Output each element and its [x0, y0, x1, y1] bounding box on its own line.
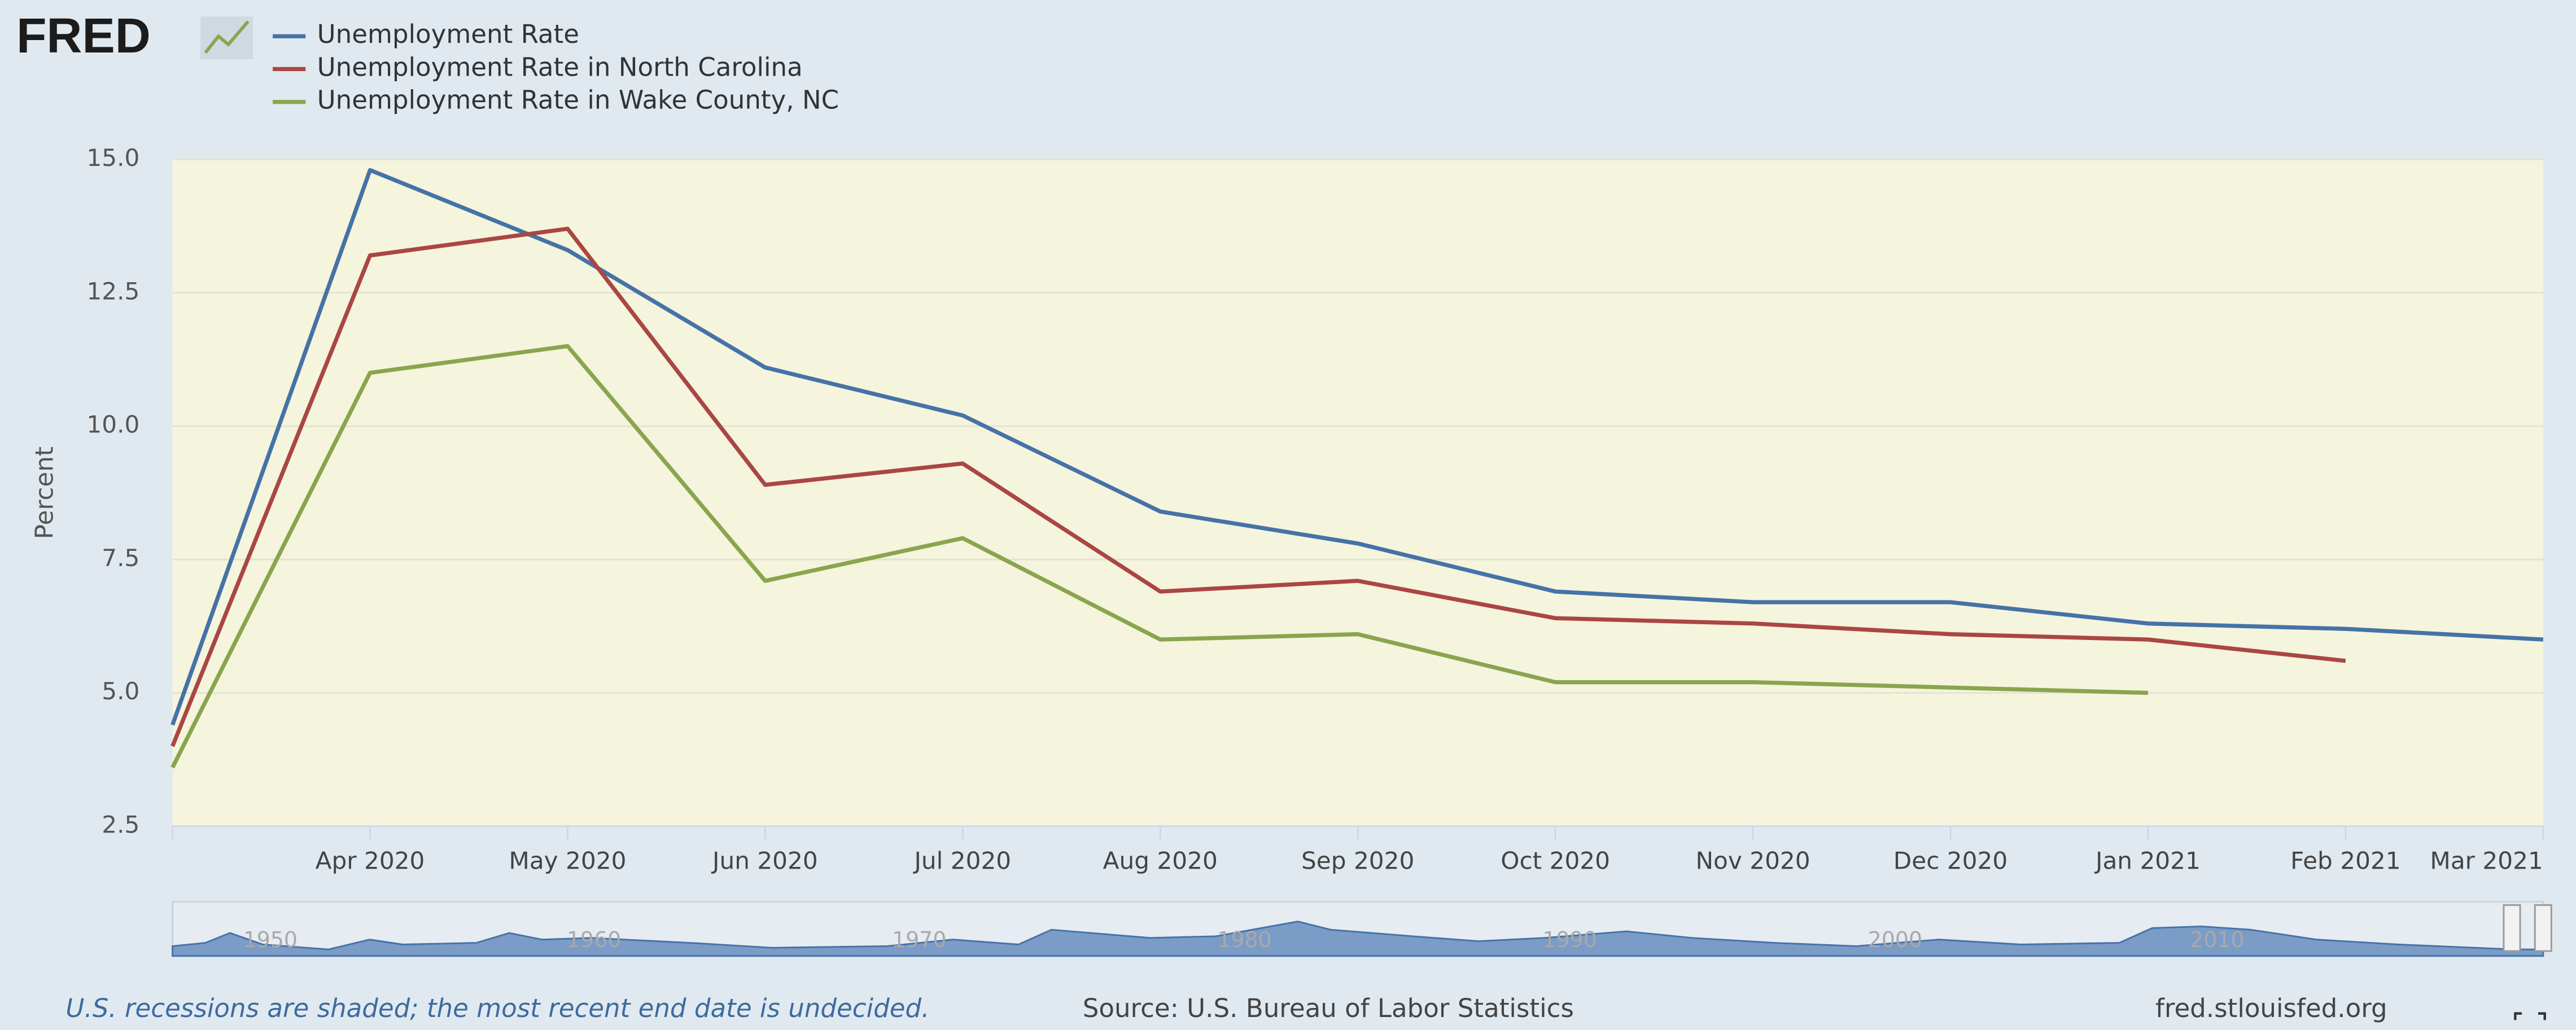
logo: FRED: [16, 8, 151, 63]
y-tick-label: 15.0: [86, 144, 139, 172]
x-tick-label: Dec 2020: [1893, 847, 2008, 874]
legend-label: Unemployment Rate in Wake County, NC: [317, 85, 839, 115]
navigator-label: 1960: [567, 927, 621, 952]
series-line: [170, 226, 2346, 747]
plot-area: [172, 159, 2543, 826]
y-tick-label: 7.5: [102, 544, 139, 572]
navigator-label: 1980: [1217, 927, 1271, 952]
x-tick-label: May 2020: [509, 847, 626, 874]
x-tick-label: Jun 2020: [711, 847, 818, 874]
y-tick-label: 2.5: [102, 810, 139, 838]
navigator-label: 2010: [2190, 927, 2244, 952]
legend-label: Unemployment Rate in North Carolina: [317, 52, 803, 82]
footer-note: U.S. recessions are shaded; the most rec…: [65, 993, 929, 1023]
x-tick-label: Sep 2020: [1301, 847, 1414, 874]
logo-icon-line: [204, 20, 250, 54]
x-tick-label: Oct 2020: [1501, 847, 1610, 874]
footer-site[interactable]: fred.stlouisfed.org: [2155, 993, 2387, 1023]
series-line: [170, 344, 2149, 769]
fullscreen-icon[interactable]: [2514, 1012, 2546, 1020]
navigator-label: 2000: [1868, 927, 1922, 952]
x-tick-label: Feb 2021: [2290, 847, 2400, 874]
x-tick-label: Jan 2021: [2094, 847, 2201, 874]
navigator-handle[interactable]: [2503, 904, 2521, 952]
x-tick-label: Aug 2020: [1103, 847, 1218, 874]
navigator-handle[interactable]: [2534, 904, 2552, 952]
x-tick-label: Apr 2020: [316, 847, 425, 874]
x-tick-label: Nov 2020: [1695, 847, 1810, 874]
y-tick-label: 5.0: [102, 677, 139, 705]
navigator-label: 1950: [243, 927, 298, 952]
y-axis-label: Percent: [30, 446, 59, 539]
footer-source: Source: U.S. Bureau of Labor Statistics: [1083, 993, 1574, 1023]
navigator-label: 1970: [892, 927, 946, 952]
legend-label: Unemployment Rate: [317, 19, 579, 49]
series-line: [170, 168, 2543, 726]
y-tick-label: 10.0: [86, 411, 139, 439]
x-tick-label: Mar 2021: [2430, 847, 2543, 874]
navigator-series: [172, 921, 2544, 957]
y-tick-label: 12.5: [86, 277, 139, 305]
navigator-label: 1990: [1543, 927, 1597, 952]
x-tick-label: Jul 2020: [912, 847, 1011, 874]
